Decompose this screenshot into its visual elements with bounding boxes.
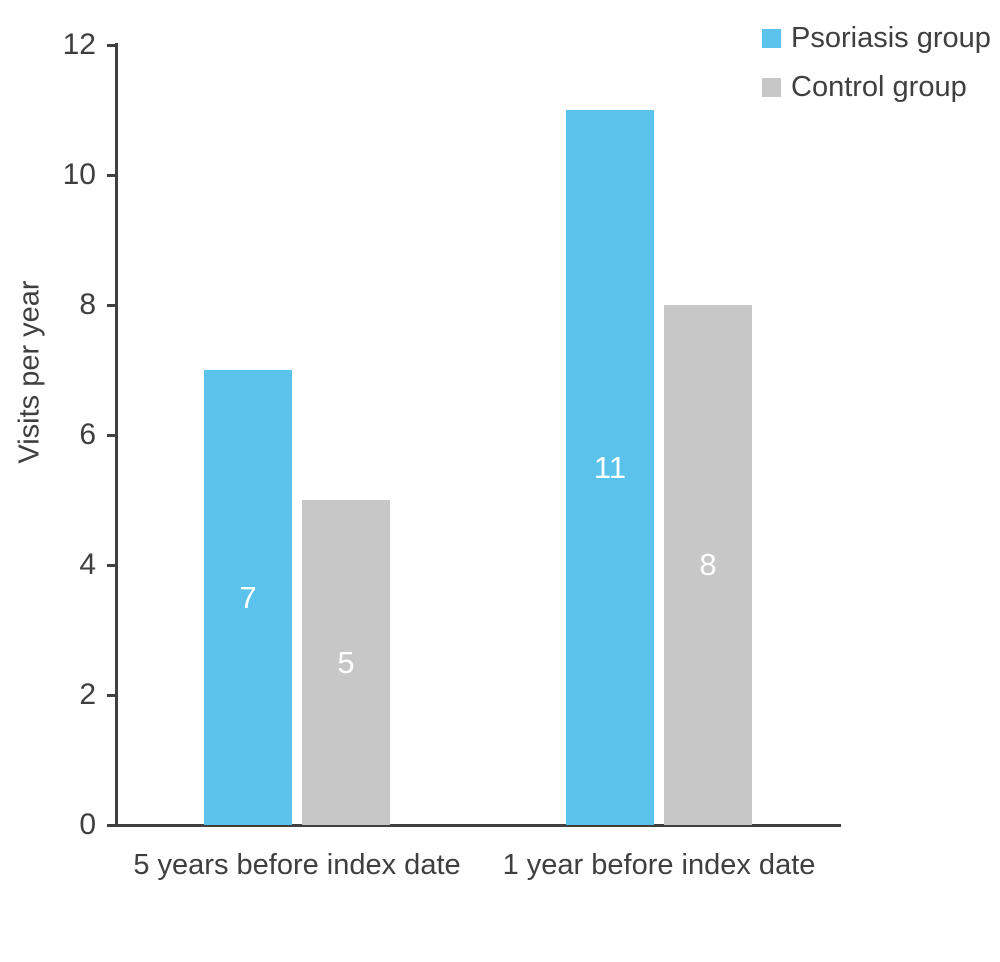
y-tick-mark — [107, 824, 116, 827]
legend-label-control: Control group — [791, 71, 967, 103]
bar-control-group: 8 — [664, 305, 752, 825]
y-tick-mark — [107, 44, 116, 47]
legend-item-control: Control group — [762, 71, 991, 103]
y-tick-label: 6 — [79, 418, 96, 451]
y-tick-mark — [107, 174, 116, 177]
x-axis-line — [115, 824, 841, 827]
bar-value-label: 5 — [337, 644, 355, 680]
y-axis-line — [115, 43, 118, 827]
legend-label-psoriasis: Psoriasis group — [791, 22, 991, 54]
y-tick-label: 8 — [79, 288, 96, 321]
y-tick-label: 0 — [79, 808, 96, 841]
y-tick-label: 10 — [62, 158, 96, 191]
bar-psoriasis-group: 11 — [566, 110, 654, 825]
legend-item-psoriasis: Psoriasis group — [762, 22, 991, 54]
y-tick-label: 4 — [79, 548, 96, 581]
bar-control-group: 5 — [302, 500, 390, 825]
y-tick-mark — [107, 304, 116, 307]
legend-swatch-control-icon — [762, 77, 781, 97]
category-label: 5 years before index date — [133, 849, 461, 881]
y-tick-label: 12 — [62, 28, 96, 61]
y-tick-mark — [107, 564, 116, 567]
y-tick-mark — [107, 694, 116, 697]
bar-value-label: 8 — [699, 547, 717, 582]
legend-swatch-psoriasis-icon — [762, 28, 781, 48]
bar-psoriasis-group: 7 — [204, 370, 292, 825]
y-tick-mark — [107, 434, 116, 437]
y-tick-label: 2 — [79, 678, 96, 711]
category-label: 1 year before index date — [502, 849, 816, 881]
bar-value-label: 7 — [239, 579, 257, 615]
legend: Psoriasis group Control group — [762, 22, 991, 120]
bar-value-label: 11 — [593, 449, 627, 485]
